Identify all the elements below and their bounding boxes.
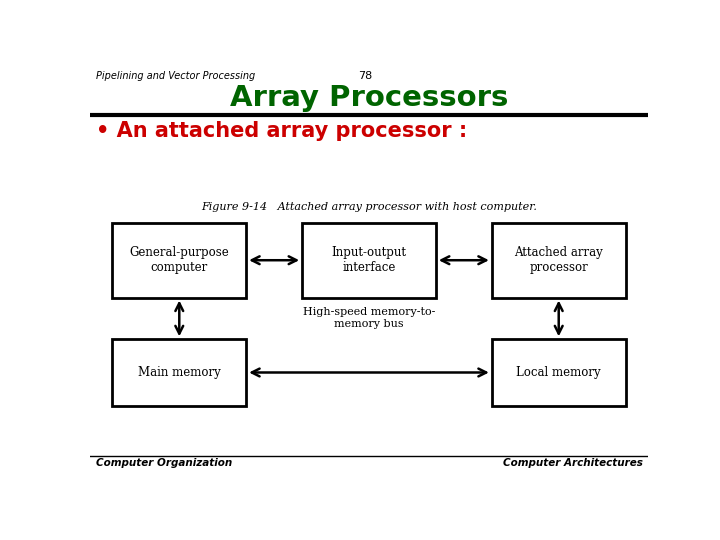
- Text: • An attached array processor :: • An attached array processor :: [96, 121, 467, 141]
- Text: Input-output
interface: Input-output interface: [331, 246, 407, 274]
- FancyBboxPatch shape: [112, 339, 246, 406]
- FancyBboxPatch shape: [112, 223, 246, 298]
- Text: 78: 78: [358, 71, 372, 81]
- FancyBboxPatch shape: [492, 339, 626, 406]
- Text: Computer Organization: Computer Organization: [96, 458, 232, 468]
- FancyBboxPatch shape: [302, 223, 436, 298]
- Text: General-purpose
computer: General-purpose computer: [130, 246, 229, 274]
- Text: Pipelining and Vector Processing: Pipelining and Vector Processing: [96, 71, 255, 81]
- Text: Main memory: Main memory: [138, 366, 220, 379]
- Text: Figure 9-14   Attached array processor with host computer.: Figure 9-14 Attached array processor wit…: [201, 202, 537, 212]
- Text: Attached array
processor: Attached array processor: [514, 246, 603, 274]
- FancyBboxPatch shape: [492, 223, 626, 298]
- Text: High-speed memory-to-
memory bus: High-speed memory-to- memory bus: [303, 307, 435, 329]
- Text: Computer Architectures: Computer Architectures: [503, 458, 642, 468]
- Text: Local memory: Local memory: [516, 366, 601, 379]
- Text: Array Processors: Array Processors: [230, 84, 508, 112]
